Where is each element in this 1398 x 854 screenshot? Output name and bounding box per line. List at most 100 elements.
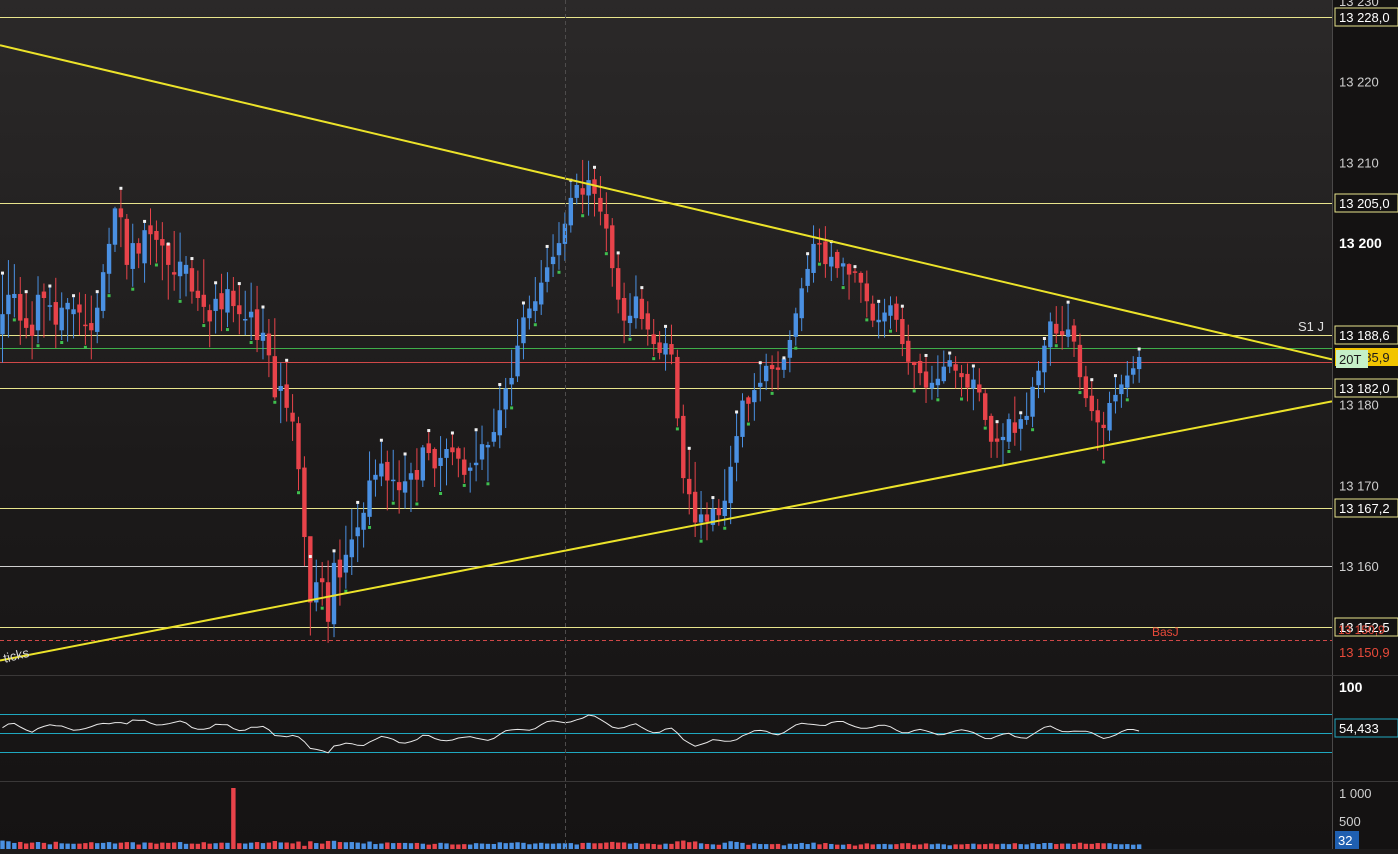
candle-body <box>527 308 532 319</box>
volume-bar <box>65 843 70 849</box>
volume-bar <box>675 841 680 849</box>
candle-body <box>1059 331 1065 336</box>
candle-body <box>639 298 645 320</box>
candle-body <box>882 312 887 322</box>
candle-body <box>473 462 479 466</box>
candle-body <box>420 447 426 481</box>
candle-marker <box>439 492 443 496</box>
candle-marker <box>1 271 4 275</box>
candle-body <box>592 179 597 194</box>
candle-body <box>710 508 716 525</box>
candle-body <box>6 294 11 315</box>
candle-body <box>12 293 17 299</box>
candle-marker <box>297 491 300 495</box>
oscillator-tick-label: 100 <box>1339 679 1363 695</box>
candle-marker <box>1031 428 1035 432</box>
volume-bar <box>651 844 656 849</box>
volume-bar <box>965 843 970 849</box>
volume-bar <box>160 842 165 849</box>
volume-bar <box>420 843 426 849</box>
volume-bar <box>124 842 130 849</box>
volume-bar <box>752 843 757 849</box>
candle-body <box>467 467 473 471</box>
volume-bar <box>758 844 763 849</box>
candle-body <box>1077 344 1083 378</box>
volume-bar <box>343 842 349 849</box>
volume-bar <box>1012 843 1018 849</box>
candle-marker <box>960 397 964 401</box>
candle-body <box>811 243 816 273</box>
candle-marker <box>249 341 253 344</box>
volume-bar <box>1095 843 1100 849</box>
volume-bar <box>391 843 396 849</box>
candle-body <box>657 342 662 353</box>
volume-bar <box>521 842 526 849</box>
volume-bar <box>947 845 952 849</box>
candle-body <box>278 386 283 391</box>
candle-body <box>894 303 899 320</box>
candle-marker <box>190 257 194 261</box>
candle-body <box>763 365 769 382</box>
volume-bar <box>840 844 846 849</box>
volume-bar <box>793 843 798 849</box>
volume-bar <box>166 842 171 849</box>
candle-marker <box>841 286 845 290</box>
candle-body <box>438 457 443 466</box>
candle-body <box>923 371 929 388</box>
volume-bar <box>544 843 550 849</box>
volume-bar <box>1083 843 1089 849</box>
volume-bar <box>497 842 502 849</box>
volume-bar <box>515 842 520 849</box>
volume-bar <box>923 843 929 849</box>
volume-bar <box>911 844 917 849</box>
range-badge-box <box>1336 350 1368 368</box>
volume-bar <box>639 843 645 849</box>
volume-bar <box>858 844 864 849</box>
candle-body <box>983 393 988 420</box>
volume-bar <box>18 841 23 849</box>
candle-marker <box>877 299 881 303</box>
candle-body <box>829 256 834 267</box>
price-tick-label: 13 170 <box>1339 478 1379 493</box>
volume-bar <box>687 842 692 849</box>
volume-bar <box>95 843 100 849</box>
volume-bar <box>225 842 230 849</box>
volume-bar <box>846 844 852 849</box>
candle-body <box>23 318 29 328</box>
candle-body <box>687 478 692 495</box>
volume-bar <box>444 843 449 849</box>
volume-bar <box>314 843 319 849</box>
candle-body <box>343 554 349 573</box>
volume-bar <box>59 843 64 849</box>
candle-marker <box>545 244 549 248</box>
volume-bar <box>438 842 443 849</box>
candle-body <box>580 188 585 195</box>
candle-body <box>621 298 627 321</box>
level-tag-label: S1 J <box>1298 319 1324 334</box>
candle-body <box>284 384 289 408</box>
candle-body <box>432 449 437 469</box>
volume-bar <box>1071 843 1077 849</box>
candle-body <box>1125 375 1130 388</box>
candle-body <box>1131 368 1136 375</box>
candle-marker <box>770 391 774 395</box>
candle-body <box>485 444 491 448</box>
volume-bar <box>6 841 11 849</box>
volume-bar <box>83 843 88 849</box>
candle-body <box>627 315 633 324</box>
candle-body <box>355 527 360 537</box>
candle-body <box>189 268 195 292</box>
volume-bar <box>953 844 958 849</box>
volume-tick-label: 1 000 <box>1339 786 1372 801</box>
volume-bar <box>805 844 810 849</box>
candle-body <box>248 311 254 318</box>
volume-bar <box>148 842 153 849</box>
candle-body <box>47 305 53 307</box>
volume-bar <box>219 842 224 849</box>
candle-body <box>1101 424 1106 429</box>
candle-marker <box>356 500 360 504</box>
candle-body <box>254 309 260 340</box>
volume-bar <box>1113 844 1118 849</box>
